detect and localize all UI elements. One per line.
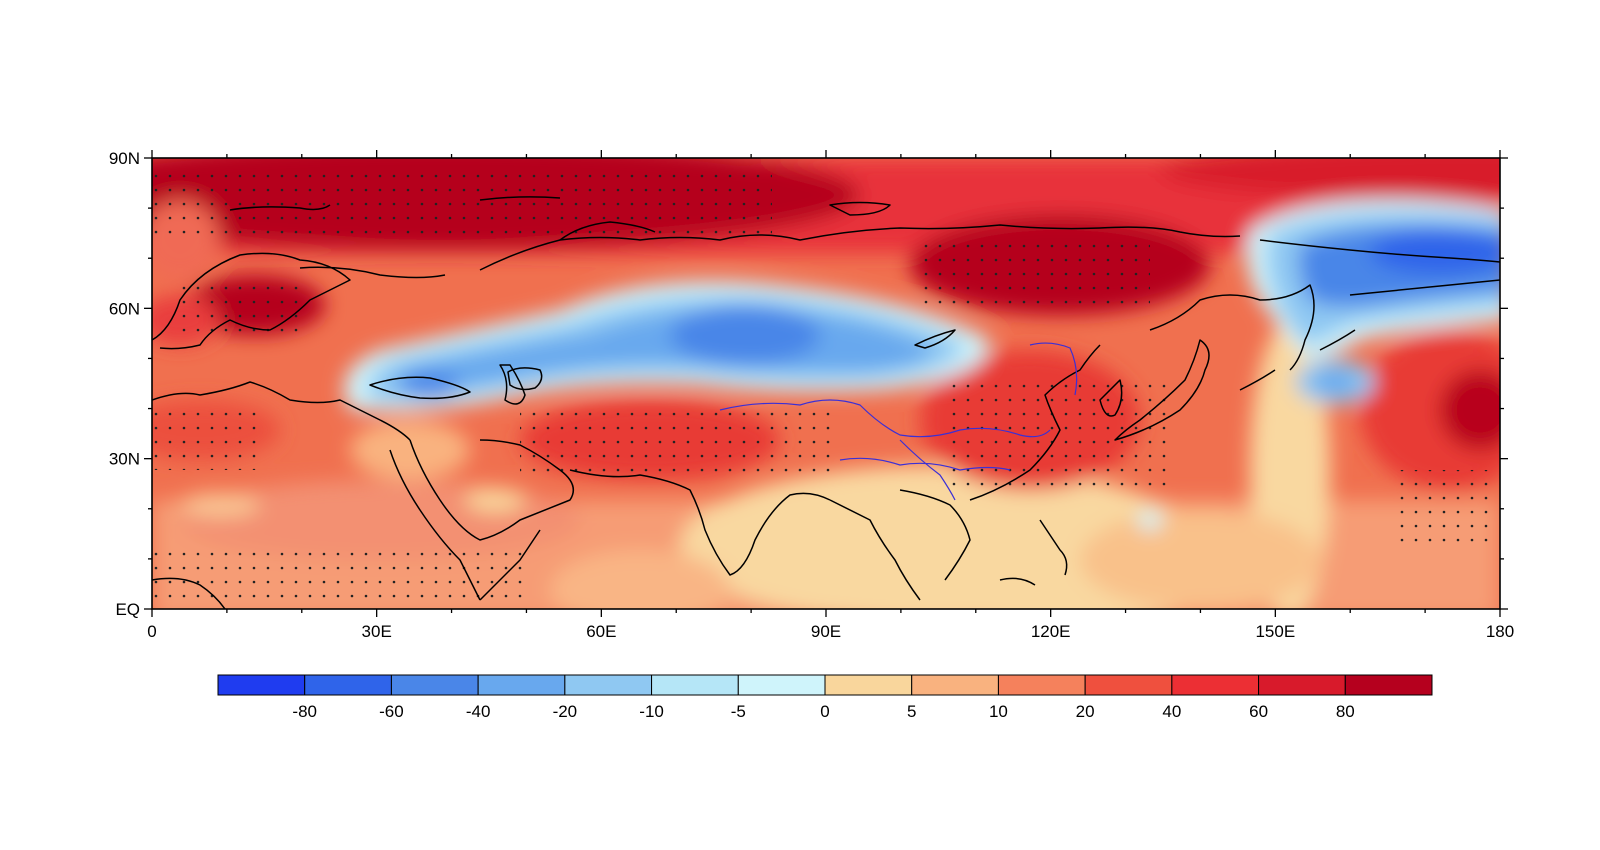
y-tick-label: 30N [109,450,140,469]
colorbar-swatch [824,674,913,696]
x-tick-label: 180 [1486,622,1514,641]
colorbar-label: -60 [379,702,404,721]
x-tick-label: 0 [147,622,156,641]
colorbar-swatch [564,674,653,696]
colorbar-label: 20 [1076,702,1095,721]
colorbar-swatch [304,674,392,696]
colorbar-swatch [997,674,1086,696]
y-tick-label: 60N [109,299,140,318]
colorbar-swatch [1258,674,1346,696]
x-tick-label: 90E [811,622,841,641]
colorbar-swatch [390,674,479,696]
colorbar-label: -80 [292,702,317,721]
map-axes: 0 30E 60E 90E 120E 150E 180 EQ 30N 60N 90N [109,149,1514,641]
anomaly-field [152,158,1500,609]
colorbar-swatch [911,674,999,696]
x-tick-label: 150E [1255,622,1295,641]
colorbar-label: 80 [1336,702,1355,721]
colorbar: -80 -60 -40 -20 -10 -5 0 5 10 20 40 60 80 [217,674,1433,721]
colorbar-label: -10 [639,702,664,721]
rivers [719,342,1078,501]
coastlines [152,196,1500,609]
colorbar-swatch [1344,674,1433,696]
colorbar-swatch [217,674,306,696]
significance-stippling [152,170,1495,605]
colorbar-swatch [737,674,826,696]
x-tick-label: 30E [362,622,392,641]
x-tick-label: 60E [586,622,616,641]
colorbar-swatch [1084,674,1173,696]
y-tick-label: 90N [109,149,140,168]
colorbar-label: 10 [989,702,1008,721]
colorbar-label: 40 [1162,702,1181,721]
colorbar-label: -5 [731,702,746,721]
colorbar-label: -40 [466,702,491,721]
colorbar-label: 5 [907,702,916,721]
colorbar-swatch [651,674,739,696]
colorbar-swatch [1171,674,1260,696]
colorbar-label: 0 [820,702,829,721]
x-tick-label: 120E [1031,622,1071,641]
colorbar-label: -20 [553,702,578,721]
y-tick-label: EQ [115,600,140,619]
colorbar-swatch [477,674,566,696]
colorbar-label: 60 [1249,702,1268,721]
